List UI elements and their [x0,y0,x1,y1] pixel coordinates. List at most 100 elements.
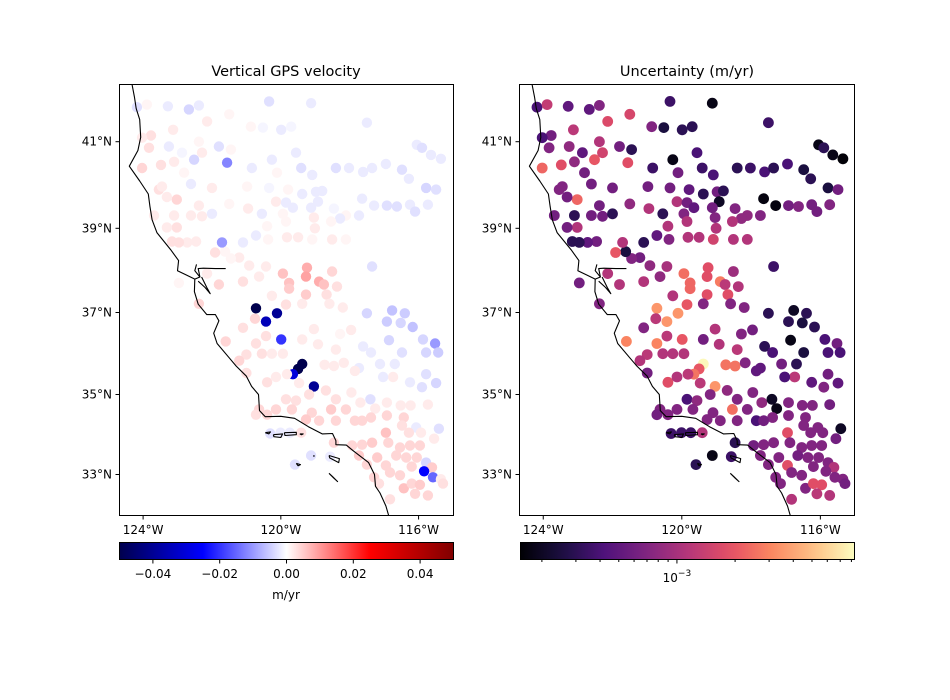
station-marker [682,368,694,380]
station-marker [193,200,205,211]
station-marker [398,412,409,423]
station-marker [131,102,143,113]
station-marker [543,142,555,154]
island-outline [684,431,698,437]
station-marker [428,433,440,444]
station-marker [414,479,426,490]
station-marker [688,202,700,214]
station-marker [373,478,385,489]
station-marker [318,279,330,290]
station-marker [253,271,265,282]
station-marker [786,467,797,478]
station-marker [287,202,299,213]
colorbar-velocity: −0.04 −0.02 0.00 0.02 0.04 m/yr [119,542,454,602]
station-marker [409,206,421,217]
station-marker [265,428,276,439]
station-marker [300,289,312,300]
station-marker [312,339,324,350]
station-marker [297,188,308,200]
station-marker [387,371,399,383]
station-marker [657,208,669,220]
station-marker [386,305,398,316]
station-marker [658,122,670,133]
station-marker [770,200,782,212]
island-outline [696,462,703,467]
station-marker [325,404,337,415]
station-marker [328,203,340,214]
station-marker [437,478,449,489]
gulf-shoreline [857,506,861,514]
station-marker [663,234,675,245]
station-marker [745,162,756,174]
station-marker [206,208,218,219]
station-marker [808,478,819,489]
station-marker [626,144,637,156]
station-marker [831,338,843,349]
station-marker [638,322,650,334]
gulf-shoreline [455,506,459,514]
station-marker [305,98,317,109]
station-marker [161,222,173,233]
station-marker [383,437,394,448]
island-outline [666,431,672,435]
station-marker [283,283,295,294]
station-marker [216,237,228,248]
station-marker [305,202,317,213]
station-marker [676,427,687,439]
station-marker [422,199,434,210]
station-marker [338,357,349,368]
station-marker [706,450,718,461]
station-marker [697,298,709,310]
station-marker [307,234,318,245]
station-marker [678,348,690,360]
station-marker [420,182,432,194]
station-marker [614,279,625,290]
station-marker [381,410,393,421]
island-outline [328,454,340,464]
station-marker [372,452,383,463]
station-marker [306,407,317,418]
station-marker [409,488,421,499]
station-marker [300,414,312,425]
panel-uncertainty: Uncertainty (m/yr) 124°W 120°W 116°W 33°N 35… [482,64,861,585]
station-marker [263,96,275,107]
lon-tick-label: 120°W [661,523,702,537]
station-marker [571,222,583,233]
colorbar-tick-label: 10−3 [663,569,692,585]
station-marker [370,403,381,414]
station-marker [261,221,273,232]
station-marker [290,395,302,406]
station-marker [808,461,819,472]
station-marker [664,182,676,194]
station-marker [296,427,307,438]
station-marker [416,382,428,393]
coastline [128,84,459,515]
station-marker [783,316,794,327]
station-marker [763,117,774,129]
station-marker [707,169,719,181]
station-marker [286,121,297,132]
station-marker [582,237,593,248]
station-marker [326,234,338,245]
station-marker [806,376,818,388]
station-marker [807,400,818,411]
station-marker [830,433,842,445]
station-marker [562,100,574,112]
station-marker [756,397,768,408]
island-outline [700,433,705,436]
station-marker [422,490,434,501]
station-marker [818,142,830,154]
station-marker [784,437,796,449]
station-marker [577,147,588,159]
station-marker [300,271,312,282]
station-marker [271,308,283,319]
station-marker [624,108,636,120]
station-marker [614,141,625,152]
station-marker [173,277,185,289]
station-marker [789,371,801,383]
station-marker [381,200,393,211]
station-marker [276,334,287,345]
axis-ticks: 124°W 120°W 116°W 33°N 35°N 37°N 39°N 41°N [82,135,439,537]
axes-frame [119,84,454,516]
station-marker [220,336,231,347]
